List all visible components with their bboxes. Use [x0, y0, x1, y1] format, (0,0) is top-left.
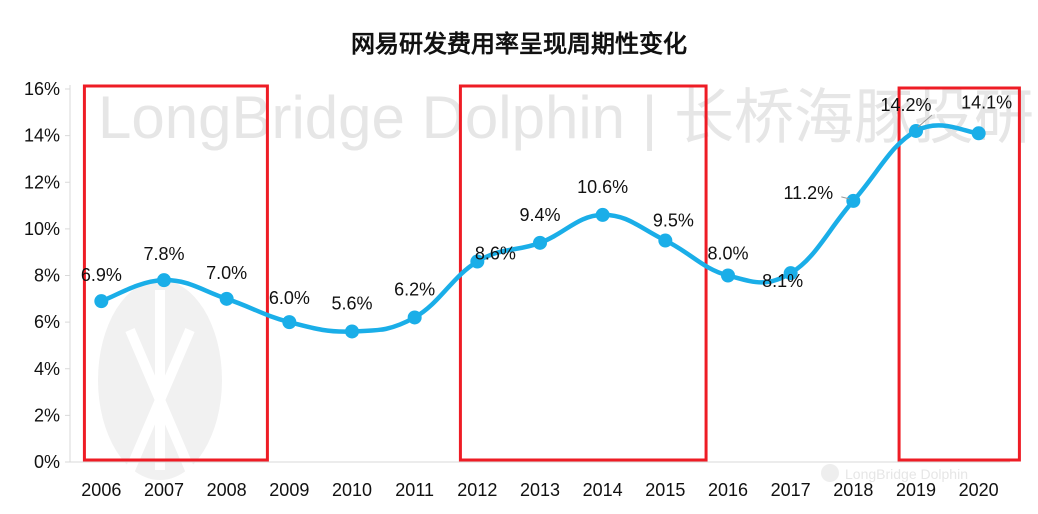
x-tick-label: 2019 [896, 480, 936, 500]
data-point [595, 207, 610, 222]
data-label: 11.2% [783, 183, 833, 203]
data-label: 10.6% [577, 177, 628, 197]
y-tick-label: 10% [24, 219, 60, 239]
x-tick-label: 2008 [207, 480, 247, 500]
x-tick-label: 2014 [583, 480, 623, 500]
watermark-corner-logo [821, 464, 839, 482]
x-tick-label: 2015 [645, 480, 685, 500]
x-tick-label: 2013 [520, 480, 560, 500]
highlight-box [897, 86, 1021, 462]
y-tick-label: 12% [24, 172, 60, 192]
y-tick-label: 8% [34, 266, 60, 286]
x-tick-label: 2011 [395, 480, 434, 500]
data-point [658, 233, 673, 248]
y-tick-label: 0% [34, 452, 60, 472]
data-point [94, 294, 109, 309]
data-label: 8.6% [475, 244, 516, 264]
data-label: 7.0% [206, 263, 247, 283]
data-label: 8.1% [762, 271, 803, 291]
y-tick-label: 4% [34, 359, 60, 379]
data-point [282, 315, 297, 330]
data-label: 14.2% [880, 95, 931, 115]
x-tick-label: 2009 [269, 480, 309, 500]
data-point [783, 266, 798, 281]
data-point [157, 273, 171, 288]
label-leader-line [841, 196, 850, 200]
data-label: 5.6% [331, 293, 372, 313]
x-tick-label: 2017 [771, 480, 811, 500]
data-label: 6.9% [81, 265, 122, 285]
y-tick-label: 14% [24, 126, 60, 146]
x-tick-label: 2018 [833, 480, 873, 500]
data-point [219, 291, 234, 306]
x-axis-ticks: 2006 2007 2008 2009 2010 2011 2012 2013 2014 2015… [81, 480, 998, 500]
data-point [533, 235, 547, 250]
data-label: 9.5% [653, 211, 694, 231]
data-point [846, 193, 861, 208]
data-labels: 6.9% 7.8% 7.0% 6.0% 5.6% 6.2% 8.6%9.4% 10.6% 9.5… [81, 92, 1012, 313]
data-label: 6.2% [394, 279, 435, 299]
data-label: 9.4% [519, 205, 560, 225]
x-tick-label: 2020 [959, 480, 999, 500]
data-point [909, 123, 923, 138]
x-tick-label: 2012 [457, 480, 497, 500]
data-label: 8.0% [707, 244, 748, 264]
chart-title: 网易研发费用率呈现周期性变化 [351, 30, 687, 58]
data-point [470, 254, 485, 269]
data-points [94, 123, 986, 339]
data-label: 7.8% [143, 244, 184, 264]
data-point [721, 268, 735, 283]
x-tick-label: 2016 [708, 480, 748, 500]
x-tick-label: 2010 [332, 480, 372, 500]
x-tick-label: 2006 [81, 480, 121, 500]
label-leader-line [917, 114, 933, 128]
y-tick-label: 16% [24, 79, 60, 99]
highlight-box [82, 84, 269, 462]
data-label: 6.0% [269, 288, 310, 308]
y-tick-label: 2% [34, 405, 60, 425]
x-tick-label: 2007 [144, 480, 184, 500]
data-point [407, 310, 422, 325]
watermark-corner-text: LongBridge Dolphin [845, 466, 968, 482]
watermark-text: LongBridge Dolphin | 长桥海豚投研 [98, 84, 1034, 151]
data-point [345, 324, 359, 339]
watermark: LongBridge Dolphin | 长桥海豚投研 LongBridge D… [98, 84, 1034, 482]
data-label: 14.1% [961, 92, 1012, 112]
data-point [971, 126, 986, 141]
y-tick-label: 6% [34, 312, 60, 332]
watermark-logo-mark [125, 290, 195, 472]
y-axis-ticks: 0% 2% 4% 6% 8% 10% 12% 14% 16% [24, 79, 70, 472]
